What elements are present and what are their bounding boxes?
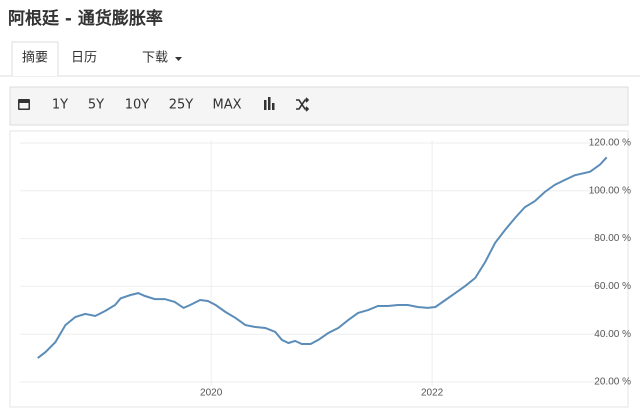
bar-icon[interactable]: [264, 97, 275, 110]
chart-frame: [9, 130, 629, 408]
page-title: 阿根廷 - 通货膨胀率: [8, 8, 163, 29]
icon-part: [264, 100, 267, 110]
icon-part: [268, 97, 271, 110]
y-tick-label: 20.00 %: [594, 377, 631, 388]
active-tab[interactable]: [11, 41, 59, 76]
x-tick-label: 2020: [200, 388, 223, 399]
shuffle-icon[interactable]: [296, 97, 310, 112]
y-tick-label: 120.00 %: [589, 138, 631, 149]
range-button[interactable]: 5Y: [88, 98, 104, 113]
range-button[interactable]: 1Y: [52, 98, 68, 113]
y-tick-label: 100.00 %: [589, 185, 631, 196]
y-tick-label: 40.00 %: [594, 329, 631, 340]
x-tick-label: 2022: [421, 388, 444, 399]
icon-part: [272, 103, 275, 110]
range-button[interactable]: 10Y: [125, 98, 150, 113]
dropdown-caret: [175, 57, 182, 61]
calendar-face: [19, 103, 29, 109]
tab[interactable]: 摘要: [22, 50, 48, 66]
tab[interactable]: 日历: [71, 51, 97, 66]
toolbar: [9, 86, 629, 126]
tab[interactable]: 下载: [142, 51, 168, 66]
y-tick-label: 80.00 %: [594, 233, 631, 244]
range-button[interactable]: MAX: [212, 98, 241, 113]
calendar-icon[interactable]: [18, 99, 30, 110]
y-tick-label: 60.00 %: [594, 281, 631, 292]
range-button[interactable]: 25Y: [169, 98, 194, 113]
line-series: [37, 156, 608, 359]
